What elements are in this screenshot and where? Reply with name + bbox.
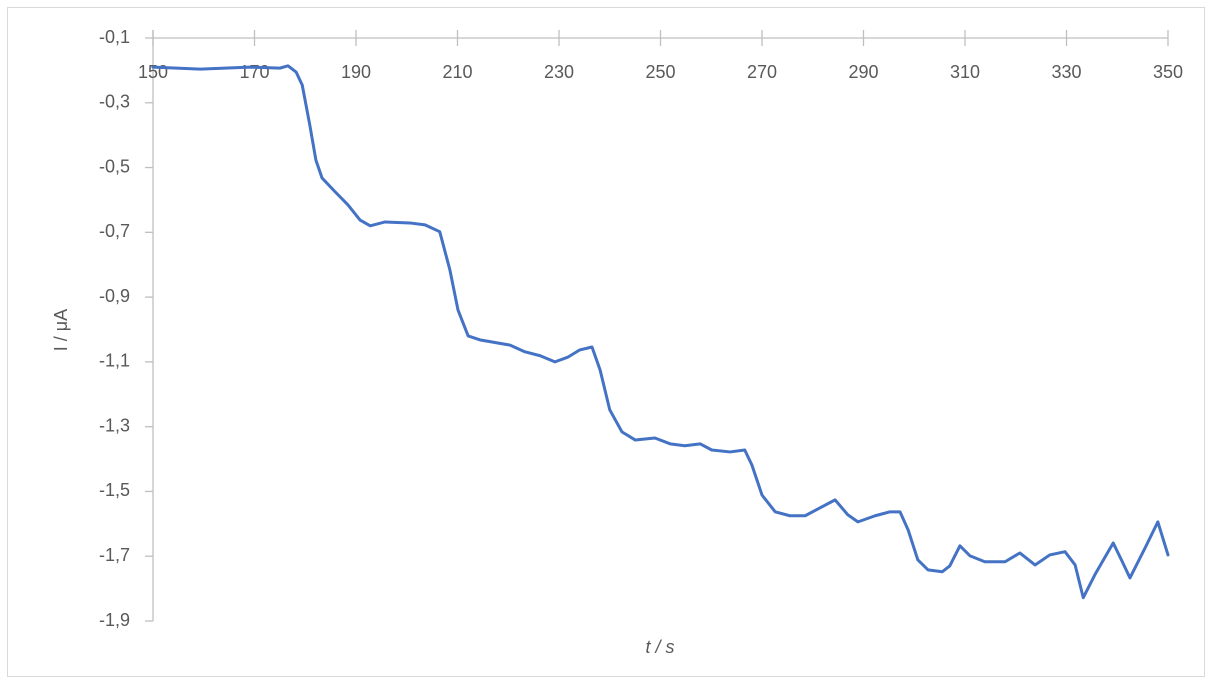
x-tick-label: 330 bbox=[1051, 62, 1081, 82]
x-tick-label: 290 bbox=[848, 62, 878, 82]
x-tick-label: 350 bbox=[1153, 62, 1183, 82]
y-tick-label: -1,9 bbox=[99, 610, 130, 630]
x-tick-label: 250 bbox=[645, 62, 675, 82]
y-tick-label: -0,1 bbox=[99, 27, 130, 47]
x-tick-label: 170 bbox=[239, 62, 269, 82]
x-tick-label: 310 bbox=[950, 62, 980, 82]
y-tick-label: -1,7 bbox=[99, 545, 130, 565]
x-tick-label: 270 bbox=[747, 62, 777, 82]
x-tick-label: 190 bbox=[341, 62, 371, 82]
x-axis-label: t / s bbox=[645, 637, 674, 657]
x-tick-label: 210 bbox=[442, 62, 472, 82]
y-axis-label: I / μA bbox=[51, 309, 71, 351]
y-tick-label: -1,3 bbox=[99, 415, 130, 435]
y-tick-label: -1,5 bbox=[99, 480, 130, 500]
data-line bbox=[151, 64, 1170, 600]
y-tick-label: -0,5 bbox=[99, 156, 130, 176]
chart-frame bbox=[7, 7, 1205, 677]
y-tick-label: -0,7 bbox=[99, 221, 130, 241]
y-tick-label: -0,3 bbox=[99, 92, 130, 112]
x-tick-label: 150 bbox=[138, 62, 168, 82]
x-tick-label: 230 bbox=[544, 62, 574, 82]
y-tick-label: -0,9 bbox=[99, 286, 130, 306]
y-tick-label: -1,1 bbox=[99, 351, 130, 371]
